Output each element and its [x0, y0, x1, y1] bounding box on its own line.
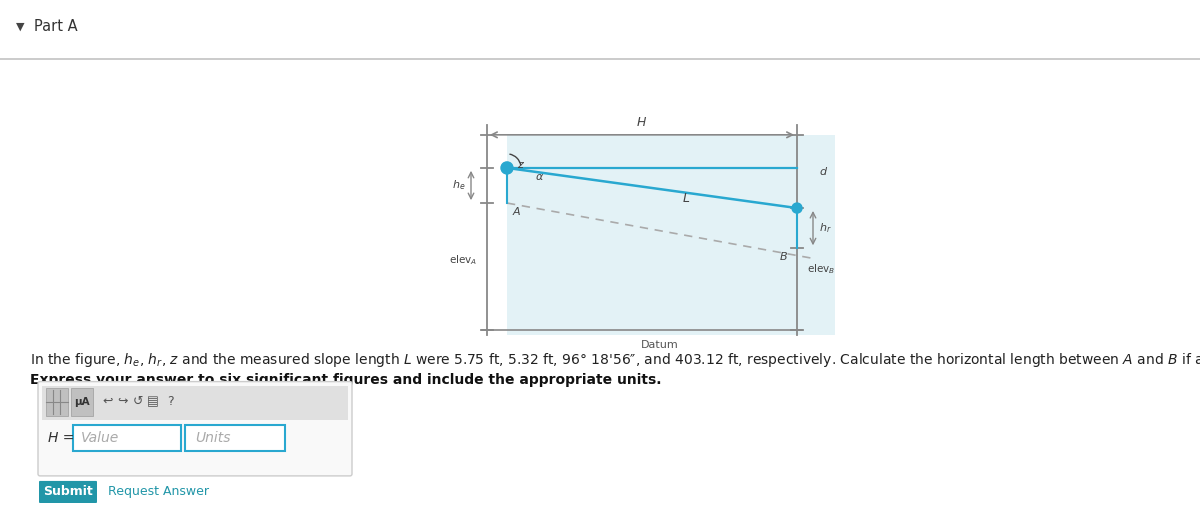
- Circle shape: [792, 203, 802, 213]
- Text: Datum: Datum: [641, 340, 679, 350]
- Bar: [0, 59, 1200, 60]
- Text: μA: μA: [74, 396, 90, 407]
- Text: $d$: $d$: [818, 166, 828, 177]
- Text: ↩: ↩: [103, 395, 113, 408]
- Bar: [185, 425, 286, 451]
- Polygon shape: [508, 135, 835, 335]
- Circle shape: [502, 162, 514, 174]
- Text: Express your answer to six significant figures and include the appropriate units: Express your answer to six significant f…: [30, 373, 661, 387]
- Text: ↪: ↪: [118, 395, 128, 408]
- Bar: [73, 425, 181, 451]
- Text: ▤: ▤: [148, 395, 158, 408]
- Text: Submit: Submit: [43, 485, 92, 498]
- Text: $h_e$: $h_e$: [451, 179, 466, 192]
- Text: $H$: $H$: [636, 116, 648, 129]
- Text: $h_r$: $h_r$: [818, 221, 832, 235]
- Text: ▼: ▼: [16, 22, 24, 32]
- Text: H =: H =: [48, 431, 74, 445]
- Text: Request Answer: Request Answer: [108, 485, 209, 498]
- Text: $B$: $B$: [779, 250, 788, 262]
- Text: elev$_A$: elev$_A$: [449, 254, 478, 267]
- FancyBboxPatch shape: [38, 481, 97, 503]
- Text: $z$: $z$: [517, 160, 526, 170]
- Text: ?: ?: [167, 395, 173, 408]
- Text: In the figure, $h_e$, $h_r$, $z$ and the measured slope length $L$ were 5.75 ft,: In the figure, $h_e$, $h_r$, $z$ and the…: [30, 350, 1200, 369]
- Text: $\alpha$: $\alpha$: [535, 172, 544, 182]
- Text: ↺: ↺: [133, 395, 143, 408]
- Bar: [42, 386, 348, 420]
- Text: Value: Value: [82, 431, 119, 445]
- Text: Units: Units: [194, 431, 230, 445]
- Text: Part A: Part A: [34, 19, 77, 34]
- Text: elev$_B$: elev$_B$: [808, 262, 835, 276]
- Text: $A$: $A$: [512, 205, 522, 217]
- Text: $L$: $L$: [682, 191, 690, 205]
- FancyBboxPatch shape: [38, 382, 352, 476]
- Bar: [71, 388, 94, 416]
- Bar: [46, 388, 68, 416]
